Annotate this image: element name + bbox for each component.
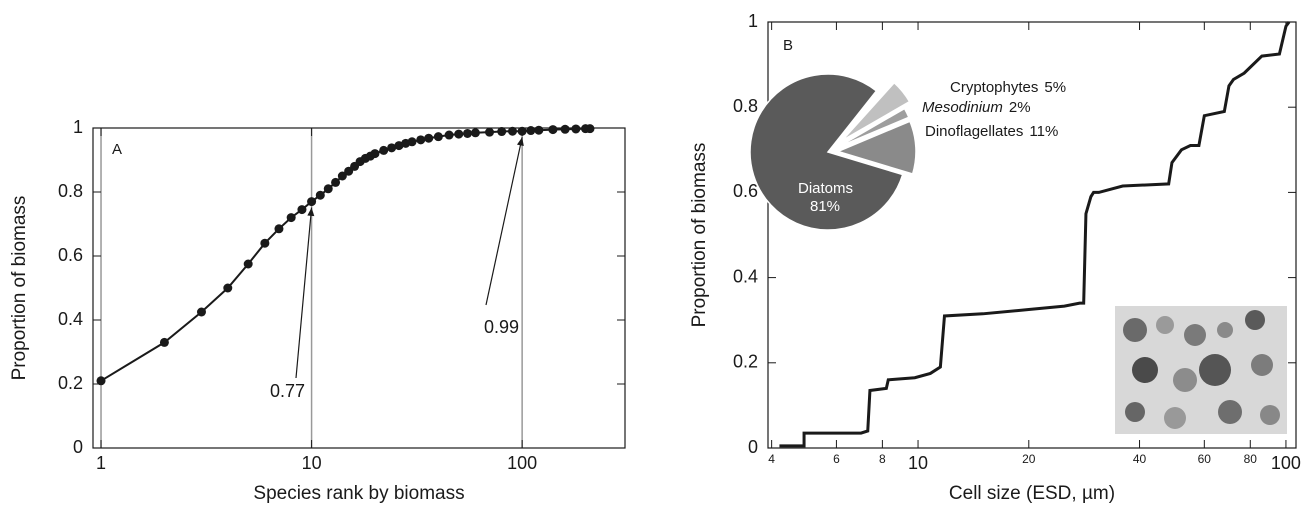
- plot-frame: [767, 21, 1297, 449]
- pie-label: Diatoms: [798, 180, 853, 197]
- x-tick-label: 4: [768, 452, 775, 466]
- pie-slice: [836, 107, 910, 149]
- data-point: [223, 283, 233, 293]
- data-point: [585, 124, 595, 134]
- data-point: [462, 128, 472, 138]
- x-tick-label: 6: [833, 452, 840, 466]
- data-point: [297, 205, 307, 215]
- data-point: [534, 125, 544, 135]
- data-point: [370, 149, 380, 159]
- data-point: [571, 124, 581, 134]
- data-point: [416, 135, 426, 145]
- data-point: [485, 127, 495, 137]
- pie-value-label: 2%: [1009, 99, 1031, 116]
- x-tick-label: 10: [302, 453, 322, 473]
- data-point: [159, 337, 169, 347]
- data-point: [243, 259, 253, 269]
- y-tick-label: 0.6: [58, 245, 83, 265]
- y-tick-label: 0: [73, 437, 83, 457]
- y-tick-label: 0.2: [733, 352, 758, 372]
- data-point: [407, 137, 417, 147]
- pie-category: Dinoflagellates: [925, 123, 1023, 140]
- panel-label: A: [112, 141, 122, 158]
- x-tick-label: 60: [1198, 452, 1212, 466]
- y-tick-label: 0.2: [58, 373, 83, 393]
- data-point: [379, 145, 389, 155]
- pie-value-label: 11%: [1029, 123, 1058, 140]
- data-point: [517, 126, 527, 136]
- y-tick-label: 0.8: [58, 181, 83, 201]
- pie-category: Mesodinium: [922, 99, 1003, 116]
- annotation-arrow: [485, 137, 523, 306]
- plot-frame: [92, 127, 626, 449]
- y-tick-label: 0.6: [733, 181, 758, 201]
- data-point: [470, 128, 480, 138]
- data-point: [96, 376, 106, 386]
- data-point: [560, 124, 570, 134]
- data-point: [387, 143, 397, 153]
- data-point: [454, 129, 464, 139]
- data-point: [286, 213, 296, 223]
- annotation: 0.99: [484, 317, 519, 337]
- arrow-head: [516, 137, 524, 147]
- y-axis-label: Proportion of biomass: [9, 196, 30, 381]
- panel-label: B: [783, 37, 793, 54]
- y-axis-label: Proportion of biomass: [689, 143, 710, 328]
- pie-value-label: 81%: [810, 198, 840, 215]
- pie-slice: [749, 73, 904, 231]
- x-tick-label: 1: [96, 453, 106, 473]
- data-point: [196, 307, 206, 317]
- data-point: [337, 171, 347, 181]
- y-tick-label: 1: [73, 117, 83, 137]
- x-tick-label: 10: [908, 453, 928, 473]
- y-tick-label: 0: [748, 437, 758, 457]
- data-point: [394, 141, 404, 151]
- data-point: [331, 177, 341, 187]
- x-tick-label: 80: [1244, 452, 1258, 466]
- data-point: [307, 197, 317, 207]
- data-point: [323, 184, 333, 194]
- pie-category: Cryptophytes: [950, 79, 1038, 96]
- data-point: [444, 130, 454, 140]
- y-tick-label: 1: [748, 11, 758, 31]
- annotation-arrow: [295, 207, 313, 379]
- x-tick-label: 40: [1133, 452, 1147, 466]
- pie-label: Cryptophytes 5%: [950, 79, 1066, 96]
- y-tick-label: 0.4: [58, 309, 83, 329]
- x-axis-label: Species rank by biomass: [253, 483, 464, 503]
- data-point: [433, 132, 443, 142]
- x-tick-label: 100: [507, 453, 537, 473]
- annotation: 0.77: [270, 381, 305, 401]
- y-tick-label: 0.8: [733, 96, 758, 116]
- pie-slice: [841, 81, 911, 142]
- data-point: [424, 133, 434, 143]
- pie-label: Dinoflagellates 11%: [925, 123, 1058, 140]
- inset-photo: [1115, 306, 1287, 434]
- arrow-head: [307, 207, 315, 217]
- data-point: [526, 126, 536, 136]
- x-axis-label: Cell size (ESD, µm): [949, 483, 1115, 503]
- x-tick-label: 20: [1022, 452, 1036, 466]
- pie-slice: [835, 120, 917, 175]
- data-point: [548, 125, 558, 135]
- data-line: [779, 21, 1291, 448]
- data-point: [315, 190, 325, 200]
- y-tick-label: 0.4: [733, 266, 758, 286]
- data-point: [260, 238, 270, 248]
- x-tick-label: 8: [879, 452, 886, 466]
- data-line: [100, 127, 590, 382]
- data-point: [274, 224, 284, 234]
- data-point: [507, 126, 517, 136]
- data-point: [497, 127, 507, 137]
- x-tick-label: 100: [1271, 453, 1301, 473]
- pie-label: Mesodinium 2%: [922, 99, 1031, 116]
- pie-value-label: 5%: [1044, 79, 1066, 96]
